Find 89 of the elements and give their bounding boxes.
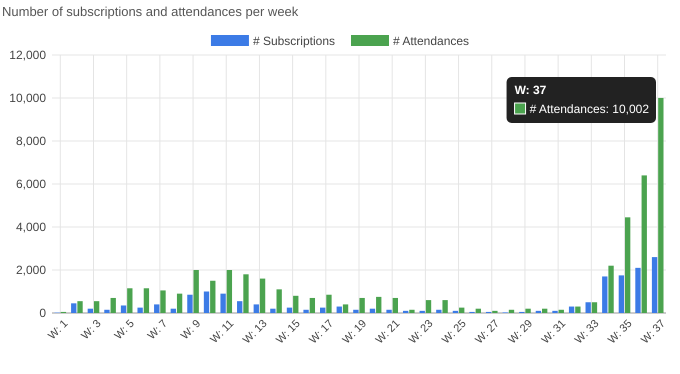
bar bbox=[94, 301, 100, 313]
bar bbox=[243, 274, 249, 313]
bar bbox=[336, 306, 342, 313]
bar bbox=[476, 308, 481, 313]
bar bbox=[293, 296, 298, 313]
x-tick-label: W: 35 bbox=[606, 318, 635, 346]
bar bbox=[459, 308, 464, 313]
bar bbox=[426, 300, 432, 313]
bar bbox=[226, 270, 232, 313]
bar bbox=[436, 310, 442, 313]
bar bbox=[652, 257, 658, 313]
annotation: W: 37 bbox=[514, 83, 547, 97]
y-tick-label: 6,000 bbox=[16, 176, 46, 191]
bar bbox=[154, 304, 160, 313]
bar bbox=[624, 217, 630, 313]
bar bbox=[194, 270, 199, 313]
chart-title: Number of subscriptions and attendances per week bbox=[2, 4, 299, 19]
bar bbox=[310, 298, 316, 313]
bar bbox=[286, 308, 292, 313]
x-tick-label: W: 23 bbox=[406, 318, 436, 346]
bar bbox=[618, 275, 624, 313]
bar bbox=[320, 308, 326, 313]
x-tick-label: W: 9 bbox=[178, 318, 204, 342]
bar bbox=[237, 301, 242, 313]
bar bbox=[88, 308, 94, 313]
x-tick-label: W: 3 bbox=[79, 318, 104, 342]
x-tick-label: W: 31 bbox=[540, 318, 568, 346]
bar bbox=[326, 294, 332, 313]
bar bbox=[608, 266, 614, 313]
x-tick-label: W: 11 bbox=[208, 318, 236, 346]
y-tick-label: 10,000 bbox=[9, 90, 46, 105]
bar bbox=[370, 308, 376, 313]
bar bbox=[542, 308, 548, 313]
y-tick-label: 2,000 bbox=[16, 262, 46, 277]
bar bbox=[160, 290, 166, 313]
x-tick-label: W: 19 bbox=[340, 318, 370, 346]
bar bbox=[635, 268, 641, 313]
x-tick-label: W: 21 bbox=[374, 318, 402, 346]
bar bbox=[176, 294, 182, 313]
bar bbox=[568, 306, 574, 313]
x-tick-label: W: 5 bbox=[112, 318, 137, 342]
tooltip: W: 37 # Attendances: 10,002 bbox=[506, 77, 656, 123]
bar bbox=[220, 294, 226, 313]
bar bbox=[276, 289, 282, 313]
x-tick-label: W: 7 bbox=[146, 318, 170, 342]
bar bbox=[392, 298, 398, 313]
x-tick-label: W: 13 bbox=[240, 318, 270, 346]
bar bbox=[204, 292, 210, 313]
bar bbox=[342, 304, 348, 313]
bar bbox=[137, 308, 143, 313]
bar bbox=[592, 302, 598, 313]
y-tick-label: 8,000 bbox=[16, 134, 46, 148]
bar bbox=[642, 175, 647, 313]
bar bbox=[353, 310, 359, 313]
bar bbox=[120, 305, 126, 313]
bar bbox=[254, 304, 259, 313]
y-tick-label: 4,000 bbox=[16, 220, 46, 234]
bar bbox=[602, 276, 608, 313]
bar bbox=[170, 308, 176, 313]
bar bbox=[187, 294, 193, 313]
bar bbox=[442, 300, 448, 313]
bar bbox=[558, 310, 564, 313]
bar bbox=[144, 288, 150, 313]
legend-label: # Attendances bbox=[392, 34, 470, 48]
bar bbox=[525, 308, 531, 313]
x-tick-label: W: 1 bbox=[46, 318, 70, 342]
x-tick-label: W: 33 bbox=[572, 318, 602, 346]
bar bbox=[110, 298, 116, 313]
bar bbox=[260, 278, 266, 313]
bar bbox=[210, 280, 216, 313]
bar bbox=[575, 306, 581, 313]
legend-label: # Subscriptions bbox=[252, 34, 335, 48]
x-tick-label: W: 37 bbox=[639, 318, 668, 346]
y-tick-label: 0 bbox=[39, 306, 46, 320]
bar bbox=[77, 301, 83, 313]
x-tick-label: W: 15 bbox=[274, 318, 303, 346]
bar bbox=[658, 98, 664, 313]
bar bbox=[127, 288, 132, 313]
annotation: # Attendances: 10,002 bbox=[530, 102, 650, 116]
y-tick-label: 12,000 bbox=[9, 48, 46, 62]
bar bbox=[270, 308, 276, 313]
x-tick-label: W: 29 bbox=[506, 318, 536, 346]
bar bbox=[376, 296, 382, 313]
bar bbox=[71, 303, 76, 313]
x-tick-label: W: 27 bbox=[473, 318, 502, 346]
x-tick-label: W: 17 bbox=[307, 318, 336, 346]
bar bbox=[586, 302, 591, 313]
bar bbox=[359, 298, 365, 313]
x-tick-label: W: 25 bbox=[440, 318, 469, 346]
